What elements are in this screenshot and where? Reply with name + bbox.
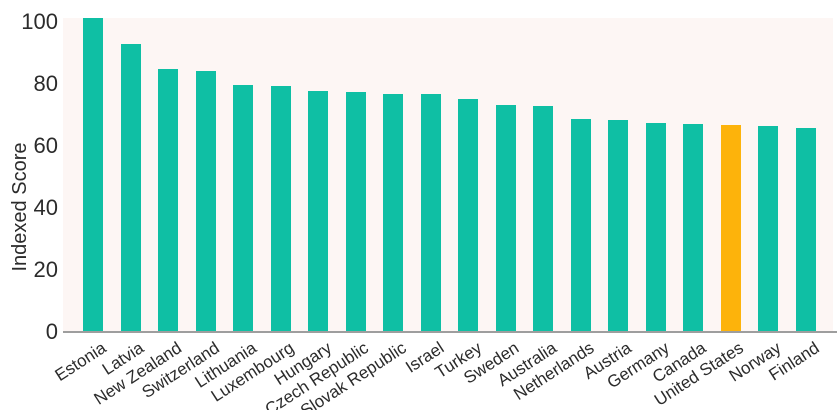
bar-new-zealand [158, 69, 178, 331]
y-tick-label-40: 40 [33, 195, 58, 221]
bar-austria [608, 120, 628, 331]
bar-australia [533, 106, 553, 331]
bar-canada [683, 124, 703, 331]
bar-finland [795, 128, 816, 331]
bar-czech-republic [345, 92, 366, 331]
x-axis-line [63, 331, 837, 333]
bar-israel [420, 93, 441, 331]
bars-layer [63, 0, 833, 331]
bar-switzerland [195, 70, 216, 331]
y-tick-label-60: 60 [33, 133, 58, 159]
bar-netherlands [570, 118, 591, 331]
bar-lithuania [233, 84, 253, 331]
y-tick-label-80: 80 [33, 71, 58, 97]
bar-united-states [720, 124, 741, 331]
bar-sweden [495, 104, 516, 331]
bar-estonia [83, 18, 103, 331]
bar-latvia [120, 44, 141, 331]
bar-hungary [308, 90, 328, 331]
plot-area [63, 18, 833, 331]
bar-slovak-republic [383, 93, 403, 331]
bar-norway [758, 125, 778, 331]
bar-luxembourg [270, 86, 291, 331]
y-tick-label-20: 20 [33, 257, 58, 283]
bar-germany [645, 123, 666, 331]
bar-turkey [458, 98, 478, 331]
y-tick-label-100: 100 [21, 9, 58, 35]
y-tick-label-0: 0 [45, 319, 58, 344]
